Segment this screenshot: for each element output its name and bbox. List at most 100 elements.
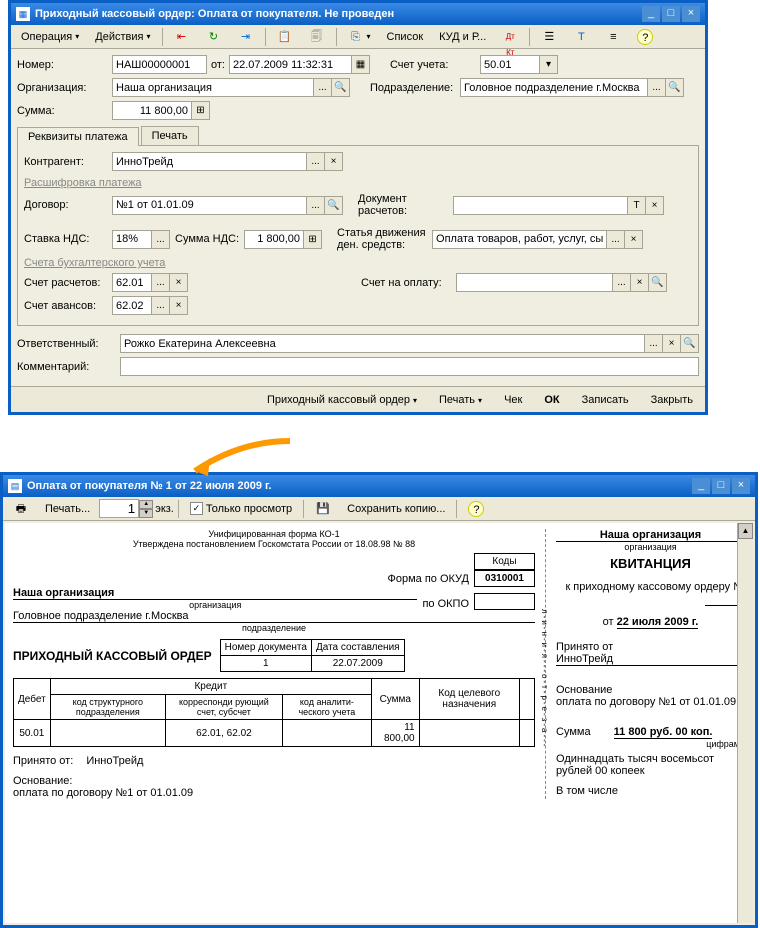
- actions-menu[interactable]: Действия: [88, 28, 157, 46]
- titlebar: ▦ Приходный кассовый ордер: Оплата от по…: [11, 3, 705, 25]
- toolbar-icon[interactable]: ↻: [199, 26, 229, 48]
- select-icon[interactable]: ...: [152, 230, 170, 249]
- spin-up[interactable]: ▲: [139, 500, 153, 509]
- toolbar-icon[interactable]: ДтКт: [495, 26, 525, 48]
- toolbar-icon[interactable]: ☰: [534, 26, 564, 48]
- select-icon[interactable]: ...: [314, 78, 332, 97]
- clear-icon[interactable]: ×: [325, 152, 343, 171]
- decode-section: Расшифровка платежа: [24, 177, 692, 189]
- contract-input[interactable]: [112, 196, 307, 215]
- list-button[interactable]: Список: [380, 28, 431, 46]
- search-icon[interactable]: 🔍: [681, 334, 699, 353]
- maximize-button[interactable]: □: [712, 478, 730, 494]
- select-icon[interactable]: ...: [152, 296, 170, 315]
- counterparty-input[interactable]: [112, 152, 307, 171]
- date-input[interactable]: [229, 55, 352, 74]
- toolbar-icon[interactable]: 🗐: [302, 26, 332, 48]
- maximize-button[interactable]: □: [662, 6, 680, 22]
- vatrate-input[interactable]: [112, 230, 152, 249]
- check-button[interactable]: Чек: [495, 391, 531, 409]
- select-icon[interactable]: ...: [152, 273, 170, 292]
- search-icon[interactable]: 🔍: [666, 78, 684, 97]
- calc-icon[interactable]: ⊞: [304, 230, 322, 249]
- clear-icon[interactable]: ×: [170, 273, 188, 292]
- minimize-button[interactable]: _: [692, 478, 710, 494]
- search-icon[interactable]: 🔍: [332, 78, 350, 97]
- toolbar-icon[interactable]: ⇤: [167, 26, 197, 48]
- copies-input[interactable]: [99, 499, 139, 518]
- counterparty-label: Контрагент:: [24, 156, 112, 168]
- sum-label: Сумма:: [17, 105, 112, 117]
- printer-icon[interactable]: 🖶: [6, 498, 36, 520]
- dropdown-icon[interactable]: ▾: [540, 55, 558, 74]
- toolbar-icon[interactable]: 📋: [270, 26, 300, 48]
- clear-icon[interactable]: ×: [631, 273, 649, 292]
- doccalc-input[interactable]: [453, 196, 628, 215]
- t-icon[interactable]: T: [628, 196, 646, 215]
- select-icon[interactable]: ...: [613, 273, 631, 292]
- accsettle-input[interactable]: [112, 273, 152, 292]
- okud-value: 0310001: [475, 571, 535, 587]
- docnum-value: 1: [220, 656, 311, 672]
- close-button[interactable]: ×: [732, 478, 750, 494]
- select-icon[interactable]: ...: [645, 334, 663, 353]
- accounts-section: Счета бухгалтерского учета: [24, 257, 692, 269]
- toolbar-icon[interactable]: ≡: [598, 26, 628, 48]
- help-icon[interactable]: ?: [630, 26, 660, 48]
- select-icon[interactable]: ...: [307, 196, 325, 215]
- accadvance-input[interactable]: [112, 296, 152, 315]
- select-icon[interactable]: ...: [648, 78, 666, 97]
- receipt-title: КВИТАНЦИЯ: [556, 556, 745, 571]
- select-icon[interactable]: ...: [307, 152, 325, 171]
- search-icon[interactable]: 🔍: [649, 273, 667, 292]
- print-button[interactable]: Печать: [430, 391, 491, 409]
- toolbar-icon[interactable]: ⎘: [341, 26, 378, 48]
- save-icon[interactable]: 💾: [308, 498, 338, 520]
- minimize-button[interactable]: _: [642, 6, 660, 22]
- toolbar-icon[interactable]: ⇥: [231, 26, 261, 48]
- scrollbar[interactable]: ▲: [737, 523, 753, 923]
- toolbar-icon[interactable]: T: [566, 26, 596, 48]
- select-icon[interactable]: ...: [607, 230, 625, 249]
- division-input[interactable]: [460, 78, 648, 97]
- checkbox-icon[interactable]: ✓: [190, 502, 203, 515]
- form-line2: Утверждена постановлением Госкомстата Ро…: [13, 539, 535, 549]
- calc-icon[interactable]: ⊞: [192, 101, 210, 120]
- clear-icon[interactable]: ×: [170, 296, 188, 315]
- org-input[interactable]: [112, 78, 314, 97]
- account-input[interactable]: [480, 55, 540, 74]
- clear-icon[interactable]: ×: [625, 230, 643, 249]
- save-copy-button[interactable]: Сохранить копию...: [340, 500, 452, 518]
- help-icon[interactable]: ?: [461, 498, 491, 520]
- okud-label: Форма по ОКУД: [388, 573, 470, 585]
- responsible-input[interactable]: [120, 334, 645, 353]
- number-input[interactable]: [112, 55, 207, 74]
- accinvoice-input[interactable]: [456, 273, 613, 292]
- close-button[interactable]: Закрыть: [642, 391, 702, 409]
- docdate-value: 22.07.2009: [311, 656, 404, 672]
- calendar-icon[interactable]: ▦: [352, 55, 370, 74]
- operation-menu[interactable]: Операция: [14, 28, 86, 46]
- view-only-toggle[interactable]: ✓ Только просмотр: [183, 499, 299, 518]
- search-icon[interactable]: 🔍: [325, 196, 343, 215]
- flowitem-input[interactable]: [432, 230, 607, 249]
- scroll-up-icon[interactable]: ▲: [738, 523, 753, 539]
- tab-print[interactable]: Печать: [141, 126, 199, 145]
- kud-button[interactable]: КУД и Р...: [432, 28, 493, 46]
- main-toolbar: Операция Действия ⇤ ↻ ⇥ 📋 🗐 ⎘ Список КУД…: [11, 25, 705, 49]
- basis-value: оплата по договору №1 от 01.01.09: [13, 787, 535, 799]
- comment-input[interactable]: [120, 357, 699, 376]
- debit-header: Дебет: [14, 679, 51, 720]
- record-button[interactable]: Записать: [573, 391, 638, 409]
- copies-spinner[interactable]: ▲▼: [99, 499, 153, 518]
- ok-button[interactable]: ОК: [535, 391, 568, 409]
- spin-down[interactable]: ▼: [139, 509, 153, 518]
- order-button[interactable]: Приходный кассовый ордер: [258, 391, 426, 409]
- tab-requisites[interactable]: Реквизиты платежа: [17, 127, 139, 146]
- close-button[interactable]: ×: [682, 6, 700, 22]
- clear-icon[interactable]: ×: [663, 334, 681, 353]
- vatsum-input[interactable]: [244, 230, 304, 249]
- clear-icon[interactable]: ×: [646, 196, 664, 215]
- print-button[interactable]: Печать...: [38, 500, 97, 518]
- sum-input[interactable]: [112, 101, 192, 120]
